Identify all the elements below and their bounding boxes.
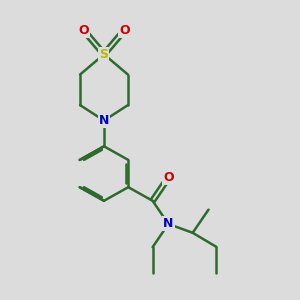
Text: S: S [100,48,109,61]
Text: N: N [163,218,174,230]
Text: O: O [163,171,174,184]
Text: N: N [99,114,109,127]
Text: O: O [78,24,89,37]
Text: O: O [119,24,130,37]
